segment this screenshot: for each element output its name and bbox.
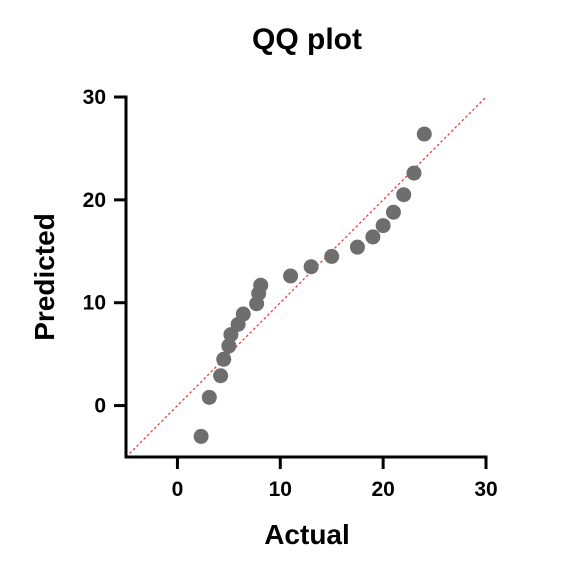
x-tick-label: 10 xyxy=(269,478,292,501)
y-tick-label: 10 xyxy=(83,292,106,315)
data-point xyxy=(406,165,422,181)
chart-title: QQ plot xyxy=(252,23,362,56)
plot-area: 0 10 20 30 0 10 20 30 xyxy=(83,86,498,501)
y-tick-label: 30 xyxy=(83,86,106,109)
y-tick-label: 20 xyxy=(83,189,106,212)
data-point xyxy=(213,368,229,384)
x-tick-label: 0 xyxy=(172,478,184,501)
data-point xyxy=(216,351,232,367)
y-axis-title: Predicted xyxy=(29,213,60,341)
data-point xyxy=(385,204,401,220)
data-point xyxy=(253,277,269,293)
data-point xyxy=(375,218,391,234)
data-point xyxy=(396,187,412,203)
data-point xyxy=(349,239,365,255)
data-point xyxy=(324,248,340,264)
data-point xyxy=(201,389,217,405)
data-point xyxy=(235,306,251,322)
data-point xyxy=(416,126,432,142)
x-tick-label: 30 xyxy=(474,478,497,501)
x-axis-title: Actual xyxy=(264,519,350,550)
data-point xyxy=(303,259,319,275)
x-tick-label: 20 xyxy=(371,478,394,501)
reference-line xyxy=(125,96,487,458)
data-point xyxy=(365,229,381,245)
y-tick-label: 0 xyxy=(94,395,106,418)
data-point xyxy=(283,268,299,284)
data-point xyxy=(221,338,237,354)
data-point xyxy=(193,428,209,444)
